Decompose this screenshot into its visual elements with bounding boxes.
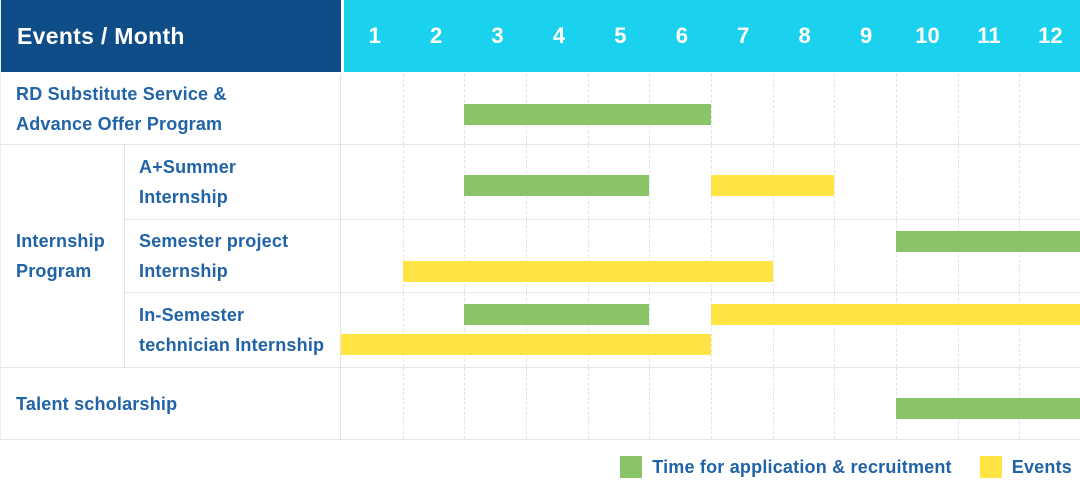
month-gridline [1019, 293, 1021, 367]
month-gridline [402, 293, 404, 367]
gantt-bar-yellow-m1-m6 [341, 334, 711, 355]
month-gridline [526, 220, 527, 292]
month-gridline [957, 220, 959, 292]
legend-label-events: Events [1011, 456, 1072, 477]
sub-row-label-3: Semester project Internship [125, 220, 341, 293]
gantt-bar-yellow-m7-m8 [711, 175, 835, 196]
month-gridline [772, 220, 774, 292]
month-gridline [587, 293, 589, 367]
month-gridline [464, 293, 466, 367]
row-label-5: Talent scholarship [1, 368, 341, 440]
month-gridline [896, 220, 897, 292]
month-gridline [834, 145, 836, 219]
month-gridline [402, 220, 404, 292]
gantt-row-track-5 [341, 368, 1080, 440]
legend-label-application-recruitment: Time for application & recruitment [652, 456, 952, 477]
month-gridline [772, 293, 774, 367]
events-month-header: Events / Month [1, 0, 341, 74]
month-gridline [402, 368, 404, 439]
month-header-11: 11 [977, 23, 1001, 48]
month-gridline [526, 368, 527, 439]
month-gridline [711, 220, 712, 292]
month-gridline [402, 145, 404, 219]
month-gridline [711, 293, 712, 367]
month-gridline [834, 293, 836, 367]
sub-row-label-2: A+Summer Internship [125, 145, 341, 220]
month-gridline [957, 293, 959, 367]
gantt-row-track-4 [341, 293, 1080, 368]
month-header-5: 5 [614, 23, 627, 48]
month-gridline [896, 293, 897, 367]
gantt-row-track-2 [341, 145, 1080, 220]
gantt-row-track-1 [341, 74, 1080, 145]
month-gridline [834, 368, 836, 439]
month-gridline [772, 368, 774, 439]
month-gridline [1019, 145, 1021, 219]
month-gridline [464, 368, 466, 439]
legend-swatch-green-icon [620, 456, 643, 478]
gantt-bar-green-m10-m12 [896, 398, 1080, 419]
legend-swatch-yellow-icon [979, 456, 1002, 478]
month-header-8: 8 [798, 23, 811, 48]
month-gridline [957, 145, 959, 219]
month-gridline [587, 220, 589, 292]
month-gridline [896, 145, 897, 219]
month-gridline [834, 74, 836, 144]
gantt-bar-yellow-m2-m7 [402, 261, 773, 282]
month-header-2: 2 [430, 23, 443, 48]
gantt-bar-green-m10-m12 [896, 231, 1080, 252]
month-gridline [711, 74, 712, 144]
month-header-4: 4 [552, 23, 566, 48]
row-label-1: RD Substitute Service & Advance Offer Pro… [1, 74, 341, 145]
month-gridline [402, 74, 404, 144]
month-gridline [1019, 74, 1021, 144]
month-gridline [587, 368, 589, 439]
gantt-bar-yellow-m7-m12 [711, 304, 1080, 325]
gantt-bar-green-m3-m6 [464, 104, 711, 125]
month-header-12: 12 [1038, 23, 1063, 48]
month-gridline [772, 74, 774, 144]
month-gridline [711, 368, 712, 439]
month-gridline [896, 74, 897, 144]
month-header-1: 1 [368, 23, 381, 48]
gantt-bar-green-m3-m5 [464, 304, 650, 325]
month-gridline [1019, 220, 1021, 292]
gantt-bar-green-m3-m5 [464, 175, 650, 196]
month-gridline [464, 220, 466, 292]
sub-row-label-4: In-Semester technician Internship [125, 293, 341, 368]
month-gridline [526, 293, 527, 367]
month-header-6: 6 [675, 23, 688, 48]
month-header-7: 7 [737, 23, 750, 48]
month-gridline [649, 368, 651, 439]
month-header-row: 1 2 3 4 5 6 7 8 9 10 11 12 [341, 0, 1080, 74]
month-gridline [649, 293, 651, 367]
month-header-3: 3 [491, 23, 504, 48]
month-gridline [649, 220, 651, 292]
gantt-row-track-3 [341, 220, 1080, 293]
month-gridline [957, 74, 959, 144]
group-label-internship-program: Internship Program [1, 145, 125, 368]
gantt-table: Events / Month 1 2 3 4 5 6 7 8 9 10 11 12 RD Substi… [0, 0, 1080, 440]
month-header-10: 10 [915, 23, 940, 48]
month-gridline [834, 220, 836, 292]
month-gridline [649, 145, 651, 219]
legend: Time for application & recruitment Event… [0, 440, 1080, 494]
month-header-9: 9 [859, 23, 873, 48]
